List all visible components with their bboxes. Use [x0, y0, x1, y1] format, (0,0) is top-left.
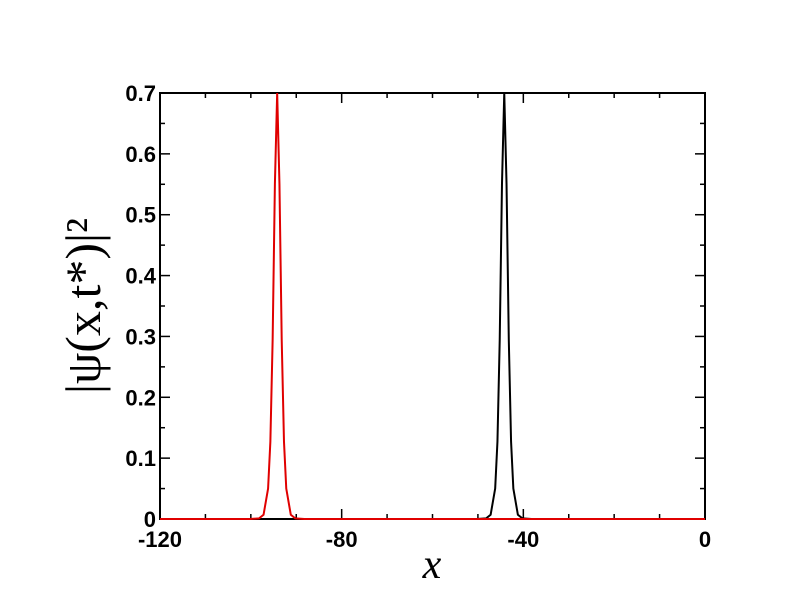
x-tick-label: 0 — [699, 527, 711, 552]
y-tick-label: 0.3 — [125, 324, 156, 349]
series-line — [160, 92, 705, 520]
y-tick-label: 0.2 — [125, 385, 156, 410]
y-tick-label: 0.7 — [125, 81, 156, 106]
x-tick-label: -40 — [507, 527, 539, 552]
x-axis-label: x — [422, 542, 442, 588]
y-tick-label: 0.6 — [125, 142, 156, 167]
y-tick-label: 0.1 — [125, 446, 156, 471]
plot-frame — [159, 92, 706, 520]
y-tick-label: 0.5 — [125, 203, 156, 228]
x-tick-label: -120 — [138, 527, 182, 552]
y-tick-label: 0 — [144, 507, 156, 532]
x-tick-label: -80 — [326, 527, 358, 552]
y-axis-label: |ψ(x,t*)|² — [55, 218, 111, 394]
series-line — [160, 92, 705, 520]
y-tick-label: 0.4 — [125, 264, 156, 289]
